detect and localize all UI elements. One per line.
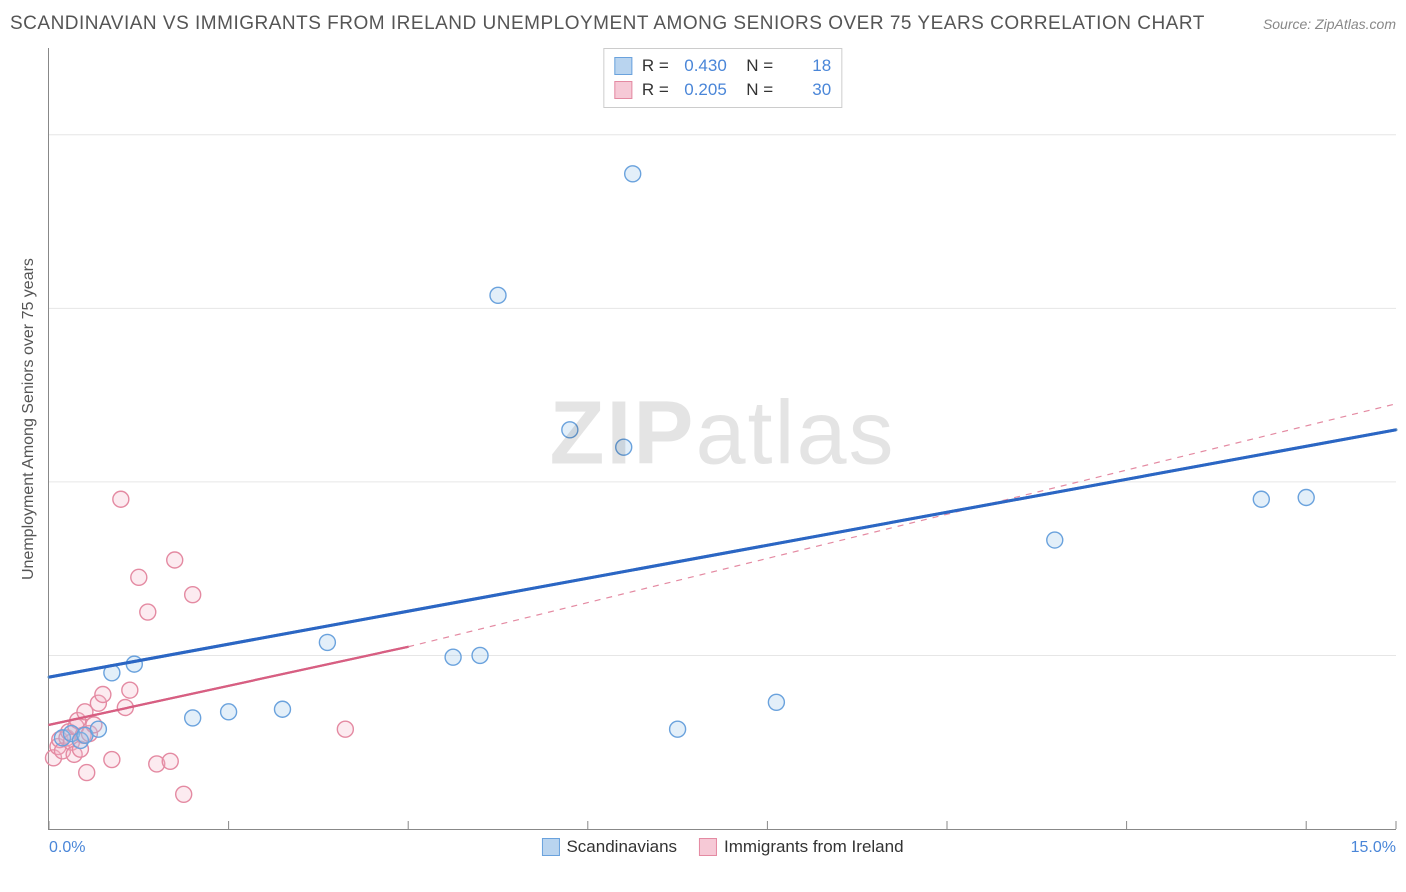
- y-tick-label: 20.0%: [1396, 646, 1406, 664]
- series-legend-label: Scandinavians: [566, 837, 677, 857]
- legend-r-value: 0.205: [679, 78, 727, 102]
- stats-legend: R = 0.430 N = 18 R = 0.205 N = 30: [603, 48, 842, 108]
- legend-r-label: R =: [642, 54, 669, 78]
- y-tick-label: 80.0%: [1396, 126, 1406, 144]
- legend-swatch: [541, 838, 559, 856]
- stats-legend-row: R = 0.430 N = 18: [614, 54, 831, 78]
- y-tick-label: 60.0%: [1396, 299, 1406, 317]
- scatter-svg: [49, 48, 1396, 829]
- y-tick-label: 40.0%: [1396, 473, 1406, 491]
- source-label: Source: ZipAtlas.com: [1263, 16, 1396, 32]
- plot-area: ZIPatlas R =0.430 N =18R =0.205 N =30 Sc…: [48, 48, 1396, 830]
- stats-legend-row: R = 0.205 N = 30: [614, 78, 831, 102]
- chart-title: SCANDINAVIAN VS IMMIGRANTS FROM IRELAND …: [10, 13, 1205, 35]
- series-legend-item: Immigrants from Ireland: [699, 837, 904, 857]
- x-tick-label: 0.0%: [49, 839, 85, 857]
- legend-n-value: 18: [783, 54, 831, 78]
- series-legend-label: Immigrants from Ireland: [724, 837, 904, 857]
- chart-container: SCANDINAVIAN VS IMMIGRANTS FROM IRELAND …: [0, 0, 1406, 892]
- legend-n-label: N =: [737, 54, 773, 78]
- legend-r-label: R =: [642, 78, 669, 102]
- series-legend: Scandinavians Immigrants from Ireland: [541, 837, 903, 857]
- legend-swatch: [614, 81, 632, 99]
- legend-swatch: [614, 57, 632, 75]
- y-axis-label: Unemployment Among Seniors over 75 years: [20, 258, 38, 580]
- legend-n-label: N =: [737, 78, 773, 102]
- legend-r-value: 0.430: [679, 54, 727, 78]
- legend-n-value: 30: [783, 78, 831, 102]
- title-bar: SCANDINAVIAN VS IMMIGRANTS FROM IRELAND …: [10, 10, 1396, 38]
- x-tick-label: 15.0%: [1351, 839, 1396, 857]
- series-legend-item: Scandinavians: [541, 837, 677, 857]
- legend-swatch: [699, 838, 717, 856]
